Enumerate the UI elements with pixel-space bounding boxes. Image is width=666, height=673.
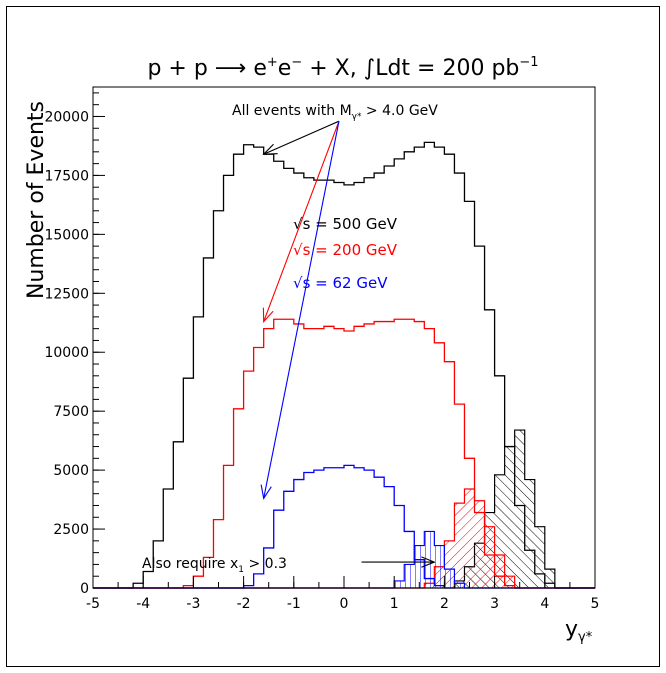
y-tick-label: 7500 bbox=[53, 404, 89, 420]
x-tick-label: -5 bbox=[86, 596, 100, 612]
arrow-0 bbox=[262, 120, 340, 155]
x-tick-label: -1 bbox=[287, 596, 301, 612]
x-tick-label: 2 bbox=[440, 596, 449, 612]
y-tick-label: 0 bbox=[80, 581, 89, 597]
hatched-bin bbox=[504, 576, 515, 588]
canvas-frame bbox=[6, 6, 660, 667]
hatched-bin bbox=[534, 526, 545, 588]
hatched-bin bbox=[454, 583, 465, 588]
hatched-bin bbox=[514, 430, 525, 588]
y-tick-label: 17500 bbox=[44, 168, 89, 184]
legend-entry-200: √s = 200 GeV bbox=[293, 241, 398, 259]
y-tick-label: 12500 bbox=[44, 286, 89, 302]
hatched-bin bbox=[404, 564, 415, 588]
hatched-bin bbox=[394, 580, 405, 588]
arrow-shaft bbox=[263, 121, 340, 499]
hatched-bin bbox=[444, 540, 455, 588]
hatched-bin bbox=[434, 545, 445, 588]
hatched-bin bbox=[504, 446, 515, 588]
x-tick-label: 4 bbox=[540, 596, 549, 612]
x-tick-label: -2 bbox=[237, 596, 251, 612]
x-tick-label: 0 bbox=[340, 596, 349, 612]
arrow-head bbox=[421, 556, 436, 568]
y-axis-label: Number of Events bbox=[24, 101, 49, 299]
hatched-bin bbox=[544, 569, 555, 588]
annotation-also-require: Also require x1 > 0.3 bbox=[142, 556, 287, 575]
x-tick-label: 5 bbox=[591, 596, 600, 612]
y-tick-label: 10000 bbox=[44, 345, 89, 361]
x-tick-label: 1 bbox=[390, 596, 399, 612]
x-tick-label: -3 bbox=[186, 596, 200, 612]
annotation-arrows bbox=[260, 120, 436, 568]
hatched-bin bbox=[444, 569, 455, 588]
y-tick-label: 5000 bbox=[53, 463, 89, 479]
hatched-bin bbox=[464, 488, 475, 588]
legend-entry-62: √s = 62 GeV bbox=[293, 274, 388, 292]
arrow-shaft bbox=[263, 120, 340, 322]
hatched-bin bbox=[484, 526, 495, 588]
hatched-bin bbox=[494, 474, 505, 588]
axes: -5 -4 -3 -2 -1 0 1 2 3 4 5 0 2500 5000 7500 10000 12500 1… bbox=[44, 86, 600, 612]
hatched-bin bbox=[494, 554, 505, 588]
x-axis-label: yγ* bbox=[565, 617, 593, 645]
legend-entry-500: √s = 500 GeV bbox=[293, 215, 398, 233]
hatched-bin bbox=[524, 479, 535, 588]
y-tick-label: 20000 bbox=[44, 109, 89, 125]
series-line-0 bbox=[93, 141, 595, 589]
hatched-bin bbox=[454, 503, 465, 588]
arrow-2 bbox=[260, 121, 340, 500]
series-line-1 bbox=[93, 318, 595, 589]
arrow-head bbox=[262, 307, 274, 323]
hatched-bin bbox=[414, 545, 425, 588]
arrow-head bbox=[262, 143, 278, 155]
arrow-head bbox=[260, 484, 272, 500]
annotation-all-events: All events with Mγ* > 4.0 GeV bbox=[232, 103, 438, 122]
y-tick-label: 2500 bbox=[53, 522, 89, 538]
chart-title: p + p ⟶ e+e− + X, ∫Ldt = 200 pb−1 bbox=[147, 55, 538, 81]
arrow-shaft bbox=[263, 120, 340, 155]
y-tick-label: 15000 bbox=[44, 227, 89, 243]
arrow-1 bbox=[262, 120, 340, 323]
x-tick-label: 3 bbox=[490, 596, 499, 612]
legend: √s = 500 GeV √s = 200 GeV √s = 62 GeV bbox=[293, 215, 398, 292]
hatched-bin bbox=[474, 500, 485, 588]
x-tick-label: -4 bbox=[136, 596, 150, 612]
arrow-3 bbox=[361, 556, 436, 568]
